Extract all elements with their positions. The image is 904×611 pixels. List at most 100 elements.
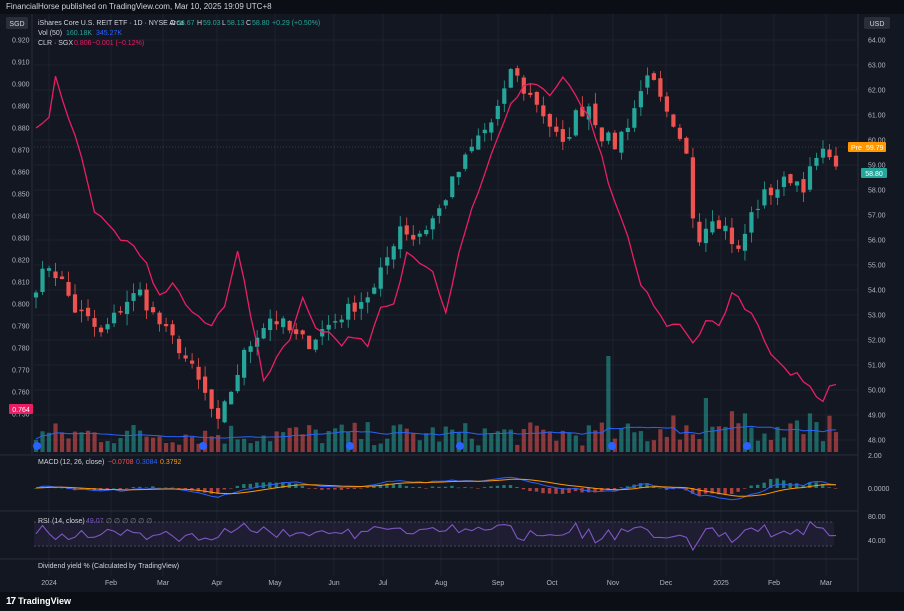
macd-hist-bar (144, 487, 148, 489)
candle-body (528, 92, 533, 95)
x-tick-label: Dec (660, 580, 673, 587)
macd-hist-bar (716, 488, 721, 495)
macd-hist-bar (528, 488, 532, 492)
volume-bar (625, 423, 630, 452)
candle-body (404, 225, 409, 235)
candle-body (85, 307, 91, 317)
macd-hist-bar (417, 486, 422, 488)
macd-hist-bar (521, 488, 526, 490)
candle-body (98, 327, 104, 333)
volume-bar (189, 436, 195, 452)
tradingview-logo[interactable]: 17 TradingView (6, 592, 71, 611)
macd-hist-bar (398, 484, 402, 488)
right-tick-label: 50.00 (868, 388, 886, 395)
chart-canvas[interactable]: iShares Core U.S. REIT ETF · 1D · NYSE A… (0, 14, 904, 592)
volume-bar (261, 435, 266, 452)
macd-hist-bar (456, 487, 461, 489)
volume-bar (736, 423, 741, 452)
volume-bar (781, 437, 787, 452)
candle-body (625, 127, 630, 133)
event-markers[interactable] (33, 442, 751, 450)
candle-body (593, 103, 598, 126)
macd-hist-bar (430, 486, 435, 488)
candle-body (573, 110, 578, 136)
rsi-axis-80: 80.00 (868, 514, 886, 521)
right-tick-label: 54.00 (868, 288, 886, 295)
candle-body (391, 246, 396, 260)
dividend-marker[interactable] (608, 442, 616, 450)
macd-value-macd: 0.3084 (136, 459, 158, 466)
volume-bar (235, 439, 240, 452)
candle-body (703, 228, 709, 244)
x-tick-label: Feb (768, 580, 780, 587)
dividend-marker[interactable] (456, 442, 464, 450)
volume-bar (365, 422, 370, 452)
macd-hist-bar (151, 486, 155, 488)
x-tick-label: Nov (607, 580, 620, 587)
candle-body (736, 245, 741, 249)
x-tick-label: Feb (105, 580, 117, 587)
dividend-marker[interactable] (33, 442, 41, 450)
legend-h-label: H (197, 20, 202, 27)
legend-h-value: 59.03 (203, 20, 221, 27)
volume-bar (521, 429, 526, 452)
volume-bar (814, 422, 819, 452)
dividend-marker[interactable] (199, 442, 207, 450)
volume-bar (359, 439, 364, 452)
volume-bar (469, 438, 474, 452)
macd-hist-bar (534, 488, 539, 492)
volume-bar (716, 426, 722, 452)
clr-series-line (35, 76, 837, 403)
volume-bar (580, 445, 585, 452)
macd-hist-bar (131, 487, 135, 488)
rsi-label: RSI (38, 518, 50, 525)
legend-o-value: 58.67 (177, 20, 195, 27)
macd-hist-bar (391, 484, 396, 488)
macd-hist-bar (157, 487, 161, 489)
candle-body (437, 208, 442, 216)
volume-bar (66, 438, 71, 452)
volume-bar (144, 436, 149, 452)
volume-bar (105, 440, 110, 452)
legend-clr-value: 0.806 (74, 40, 92, 47)
volume-bar (573, 435, 578, 452)
macd-hist-bar (541, 488, 545, 494)
macd-hist-bar (53, 487, 57, 489)
left-currency-badge[interactable] (6, 17, 28, 29)
macd-hist-bar (222, 488, 227, 490)
dividend-marker[interactable] (743, 442, 751, 450)
volume-bar (424, 433, 429, 452)
candle-body (150, 307, 156, 313)
macd-hist-bar (658, 487, 662, 489)
macd-hist-bar (567, 488, 571, 493)
pre-label: Pre (851, 145, 862, 152)
right-tick-label: 52.00 (868, 338, 886, 345)
macd-hist-bar (469, 487, 474, 489)
volume-bar (157, 436, 162, 452)
volume-bar (346, 432, 351, 452)
legend-vol-value2: 345.27K (96, 30, 122, 37)
candle-body (33, 292, 39, 298)
macd-hist-bar (508, 485, 513, 488)
right-currency-badge[interactable] (864, 17, 890, 29)
volume-bar (124, 430, 130, 452)
volume-bar (40, 431, 45, 452)
volume-bar (593, 430, 598, 452)
legend-vol-value1: 160.18K (66, 30, 92, 37)
legend-l-label: L (222, 20, 226, 27)
candle-body (632, 108, 637, 128)
macd-hist-bar (697, 488, 701, 496)
volume-bar (339, 424, 344, 452)
macd-hist-bar (352, 488, 357, 489)
macd-hist-bar (801, 485, 805, 488)
candle-body (697, 221, 702, 243)
grid (34, 14, 858, 576)
macd-hist-bar (183, 488, 187, 490)
candle-body (671, 114, 676, 127)
publish-bar: FinancialHorse published on TradingView.… (0, 0, 904, 14)
macd-hist-bar (443, 486, 448, 488)
volume-bar (163, 442, 169, 452)
dividend-marker[interactable] (346, 442, 354, 450)
volume-bar (749, 427, 754, 452)
macd-hist-bar (489, 486, 493, 488)
